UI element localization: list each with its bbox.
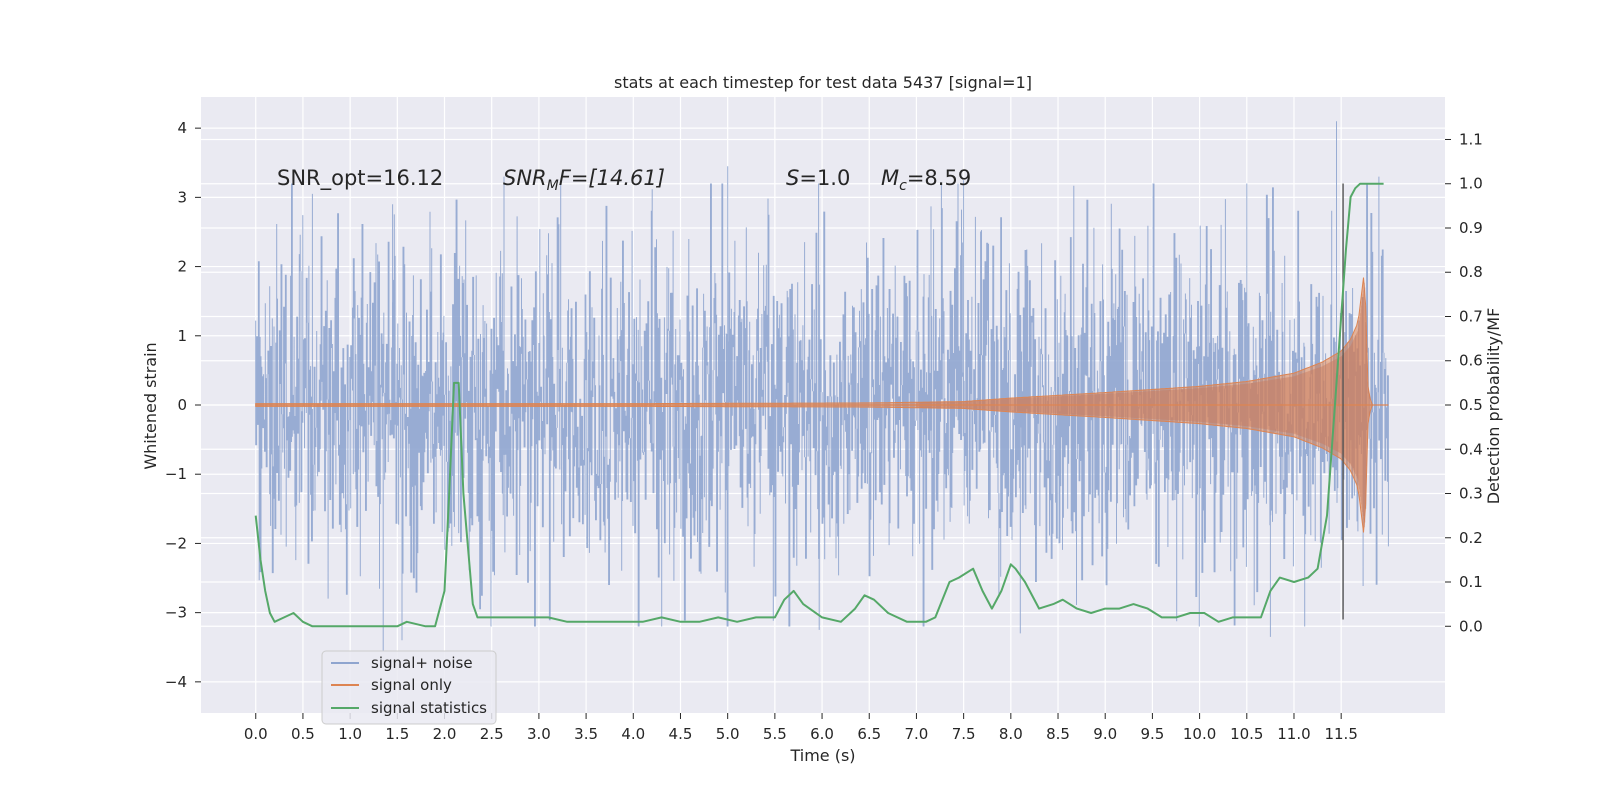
- legend-label-signal-noise: signal+ noise: [371, 654, 473, 672]
- legend-label-signal-statistics: signal statistics: [371, 699, 487, 717]
- x-tick-label: 10.0: [1183, 725, 1216, 743]
- legend: signal+ noise signal only signal statist…: [321, 650, 497, 725]
- y-tick-label: −4: [165, 673, 187, 691]
- signal-noise-trace: [255, 121, 1389, 651]
- x-axis-label: Time (s): [789, 746, 855, 765]
- y-tick-label: 4: [177, 119, 187, 137]
- x-tick-label: 3.0: [527, 725, 551, 743]
- x-tick-label: 8.5: [1046, 725, 1070, 743]
- y2-tick-label: 0.1: [1459, 573, 1483, 591]
- annotation-s: S=1.0: [786, 166, 850, 190]
- y2-gridlines: [201, 138, 1445, 627]
- annotation-snr-opt: SNR_opt=16.12: [277, 166, 443, 191]
- y2-tick-label: 0.4: [1459, 440, 1483, 458]
- y-tick-label: −1: [165, 465, 187, 483]
- x-axis-ticks: 0.0 0.5 1.0 1.5 2.0 2.5 3.0 3.5 4.0 4.5 5.0 5.5 6.0 6…: [244, 713, 1358, 743]
- mc-subscript: c: [899, 178, 907, 194]
- snr-mf-symbol: SNR: [503, 166, 547, 190]
- x-tick-label: 9.5: [1140, 725, 1164, 743]
- chart-title: stats at each timestep for test data 543…: [614, 73, 1032, 92]
- annotation-snr-mf: SNRMF=[14.61]: [503, 166, 665, 194]
- y-tick-label: 1: [177, 327, 187, 345]
- y2-axis-label: Detection probability/MF: [1484, 308, 1503, 505]
- y-tick-label: 0: [177, 396, 187, 414]
- y-tick-label: −3: [165, 604, 187, 622]
- snr-mf-value: F=[14.61]: [559, 166, 665, 190]
- series-signal-statistics: [254, 182, 1384, 628]
- x-tick-label: 0.5: [291, 725, 315, 743]
- y-tick-label: 2: [177, 258, 187, 276]
- y-tick-label: −2: [165, 534, 187, 552]
- x-tick-label: 9.0: [1093, 725, 1117, 743]
- y2-tick-label: 0.5: [1459, 396, 1483, 414]
- annotation-mc: Mc=8.59: [881, 166, 971, 194]
- x-tick-label: 2.5: [480, 725, 504, 743]
- mc-symbol: M: [881, 166, 899, 190]
- x-tick-label: 11.0: [1277, 725, 1310, 743]
- y-axis-ticks: 4 3 2 1 0 −1 −2 −3 −4: [165, 119, 201, 691]
- y-tick-label: 3: [177, 188, 187, 206]
- x-tick-label: 6.0: [810, 725, 834, 743]
- x-tick-label: 7.0: [905, 725, 929, 743]
- snr-mf-subscript: M: [547, 178, 559, 194]
- x-tick-label: 6.5: [857, 725, 881, 743]
- y2-tick-label: 1.1: [1459, 130, 1483, 148]
- legend-label-signal-only: signal only: [371, 676, 452, 694]
- x-tick-label: 5.5: [763, 725, 787, 743]
- series-signal-only: [255, 277, 1389, 533]
- x-tick-label: 1.5: [385, 725, 409, 743]
- x-tick-label: 4.0: [621, 725, 645, 743]
- legend-box: [321, 650, 497, 725]
- x-tick-label: 7.5: [952, 725, 976, 743]
- x-tick-label: 4.5: [669, 725, 693, 743]
- y2-tick-label: 0.3: [1459, 485, 1483, 503]
- mc-value: =8.59: [907, 166, 971, 190]
- s-symbol: S: [786, 166, 799, 190]
- y2-tick-label: 0.0: [1459, 617, 1483, 635]
- y2-tick-label: 0.6: [1459, 352, 1483, 370]
- x-tick-label: 5.0: [716, 725, 740, 743]
- x-tick-label: 1.0: [338, 725, 362, 743]
- y2-tick-label: 0.2: [1459, 529, 1483, 547]
- x-tick-label: 10.5: [1230, 725, 1263, 743]
- y2-axis-ticks: 1.1 1.0 0.9 0.8 0.7 0.6 0.5 0.4 0.3 0.2 0.1 0.0: [1445, 130, 1483, 635]
- y2-tick-label: 0.8: [1459, 263, 1483, 281]
- y-axis-label: Whitened strain: [141, 342, 160, 469]
- series-signal-noise: [255, 121, 1389, 651]
- x-tick-label: 0.0: [244, 725, 268, 743]
- x-tick-label: 2.0: [433, 725, 457, 743]
- y2-tick-label: 0.9: [1459, 219, 1483, 237]
- y2-tick-label: 1.0: [1459, 175, 1483, 193]
- x-tick-label: 3.5: [574, 725, 598, 743]
- x-tick-label: 11.5: [1324, 725, 1357, 743]
- y2-tick-label: 0.7: [1459, 307, 1483, 325]
- x-tick-label: 8.0: [999, 725, 1023, 743]
- s-value: =1.0: [799, 166, 850, 190]
